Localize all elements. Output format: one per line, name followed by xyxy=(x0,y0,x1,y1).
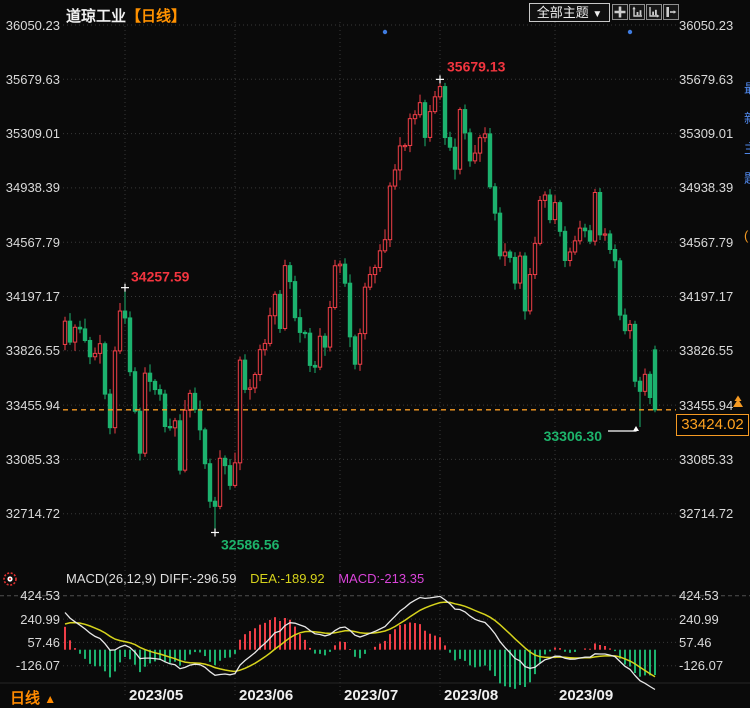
macd-dea-value: DEA:-189.92 xyxy=(250,571,325,586)
annotation-recent-low: 33306.30 xyxy=(544,428,603,444)
macd-settings-icon[interactable] xyxy=(2,571,18,587)
right-toolbar-glyph[interactable]: 新 xyxy=(744,108,750,127)
macd-axis-label: 57.46 xyxy=(679,634,712,650)
price-axis-label: 33455.94 xyxy=(5,397,60,413)
right-toolbar-glyph[interactable]: 题 xyxy=(744,168,750,187)
period-tag: 【日线】 xyxy=(126,8,187,25)
right-side-toolbar[interactable]: 最新主题 ( xyxy=(743,0,750,400)
triangle-up-icon: ▲ xyxy=(44,692,57,706)
macd-axis-label: 240.99 xyxy=(679,611,719,627)
period-label: 日线 xyxy=(10,690,41,707)
right-toolbar-marker[interactable]: ( xyxy=(744,228,749,243)
price-axis-label: 33085.33 xyxy=(5,451,60,467)
annotation-local-high: 34257.59 xyxy=(131,269,190,285)
annotation-high: 35679.13 xyxy=(447,58,506,74)
time-axis-label: 2023/07 xyxy=(344,687,399,704)
period-switcher[interactable]: 日线 ▲ xyxy=(10,687,56,708)
price-axis-label: 34197.17 xyxy=(679,289,734,304)
price-axis-label: 35679.63 xyxy=(679,71,734,87)
theme-dropdown-label: 全部主题 xyxy=(536,5,589,20)
pane-shift-icon[interactable] xyxy=(663,4,679,20)
theme-dropdown[interactable]: 全部主题 ▼ xyxy=(529,3,610,22)
price-axis-label: 34567.79 xyxy=(5,234,60,250)
macd-axis-label: -126.07 xyxy=(679,658,724,674)
instrument-title: 道琼工业【日线】 xyxy=(66,5,186,26)
annotation-low: 32586.56 xyxy=(221,536,280,552)
time-axis-label: 2023/06 xyxy=(239,687,294,704)
price-axis-label: 34938.39 xyxy=(679,180,734,196)
macd-axis-label: 240.99 xyxy=(20,611,60,627)
price-axis-label: 34197.17 xyxy=(5,289,60,304)
macd-axis-label: 424.53 xyxy=(679,588,719,604)
macd-axis-label: -126.07 xyxy=(15,658,60,674)
chevron-down-icon: ▼ xyxy=(592,9,603,20)
price-axis-label: 33826.55 xyxy=(5,343,60,359)
price-axis-label: 34567.79 xyxy=(679,234,734,250)
price-axis-label: 33085.33 xyxy=(679,451,734,467)
price-axis-label: 33826.55 xyxy=(679,343,734,359)
y-scale-icon[interactable] xyxy=(629,4,645,20)
instrument-name: 道琼工业 xyxy=(66,8,127,25)
macd-header: MACD(26,12,9) DIFF:-296.59 DEA:-189.92 M… xyxy=(66,571,424,586)
macd-axis-label: 424.53 xyxy=(20,588,60,604)
price-axis-label: 35679.63 xyxy=(5,71,60,87)
price-axis-label: 32714.72 xyxy=(679,506,734,522)
price-axis-label: 36050.23 xyxy=(5,17,60,33)
price-axis-label: 32714.72 xyxy=(5,506,60,522)
price-axis-label: 34938.39 xyxy=(5,180,60,196)
macd-diff-value: MACD(26,12,9) DIFF:-296.59 xyxy=(66,571,237,586)
time-axis-label: 2023/05 xyxy=(129,687,184,704)
right-toolbar-glyph[interactable]: 最 xyxy=(744,78,750,97)
move-icon[interactable] xyxy=(612,4,628,20)
macd-axis-label: 57.46 xyxy=(27,634,60,650)
x-scale-icon[interactable] xyxy=(646,4,662,20)
last-price-badge: 33424.02 xyxy=(676,414,749,436)
price-axis-label: 36050.23 xyxy=(679,17,734,33)
time-axis-label: 2023/09 xyxy=(559,687,614,704)
right-toolbar-glyph[interactable]: 主 xyxy=(744,138,750,157)
price-axis-label: 33455.94 xyxy=(679,397,734,413)
price-axis-label: 35309.01 xyxy=(5,126,60,142)
macd-macd-value: MACD:-213.35 xyxy=(338,571,425,586)
time-axis-label: 2023/08 xyxy=(444,687,499,704)
price-axis-label: 35309.01 xyxy=(679,126,734,142)
